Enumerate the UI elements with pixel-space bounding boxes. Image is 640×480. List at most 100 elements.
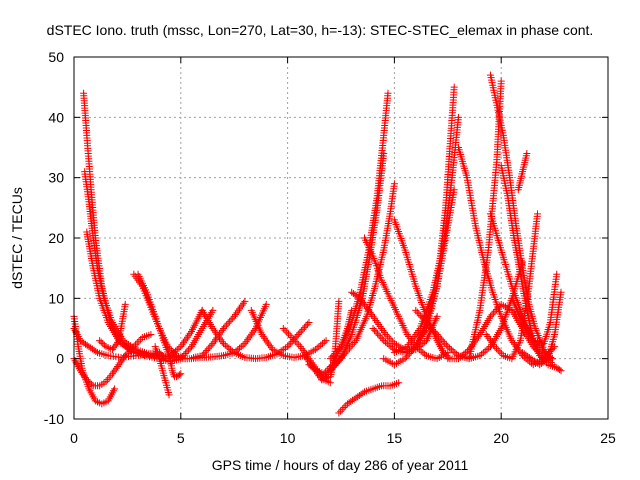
x-tick-label: 5 [177, 430, 185, 446]
x-axis-label: GPS time / hours of day 286 of year 2011 [212, 457, 469, 473]
series-trace [424, 320, 440, 337]
series-trace [152, 315, 167, 342]
data-point [450, 186, 458, 194]
series-trace [464, 176, 479, 227]
data-point [454, 113, 462, 121]
series-trace [349, 290, 362, 301]
series-10 [96, 300, 129, 354]
y-tick-label: 40 [48, 109, 64, 125]
series-trace [96, 349, 110, 359]
x-tick-label: 25 [600, 430, 616, 446]
series-trace [382, 338, 397, 352]
series-trace [546, 362, 559, 371]
data-point [294, 331, 302, 339]
series-trace [200, 341, 215, 358]
series-trace [156, 357, 166, 372]
series-trace [520, 350, 533, 361]
series-trace [433, 206, 449, 288]
series-trace [296, 320, 311, 337]
series-trace [441, 350, 452, 361]
series-trace [520, 321, 536, 343]
series-trace [498, 164, 511, 197]
series-trace [169, 369, 178, 379]
series-trace [81, 170, 93, 203]
series-trace [413, 285, 430, 318]
series-trace [91, 382, 101, 390]
series-trace [80, 92, 91, 137]
series-trace [132, 335, 145, 349]
data-point [390, 180, 398, 188]
series-trace [307, 362, 320, 373]
series-trace [264, 351, 279, 361]
series-trace [513, 224, 526, 270]
series-trace [487, 212, 504, 252]
series-9 [151, 343, 173, 399]
x-tick-label: 20 [493, 430, 509, 446]
chart-title: dSTEC Iono. truth (mssc, Lon=270, Lat=30… [47, 22, 594, 38]
data-point [121, 300, 129, 308]
data-point [335, 297, 343, 305]
series-trace [78, 338, 91, 349]
data-point [322, 337, 330, 345]
series-trace [110, 363, 122, 376]
series-trace [115, 303, 129, 342]
series-trace [403, 344, 418, 355]
series-trace [541, 321, 554, 345]
axis-ticks: 0 5 10 15 20 25 -10 0 10 20 30 40 50 [44, 49, 616, 446]
series-trace [338, 321, 355, 348]
series-trace [413, 327, 429, 349]
series-trace [254, 354, 268, 362]
data-point [177, 370, 185, 378]
series-trace [384, 332, 397, 346]
series-trace [477, 314, 493, 336]
y-axis-label: dSTEC / TECUs [9, 187, 25, 289]
series-trace [94, 398, 104, 407]
series-trace [499, 302, 514, 313]
data-point [450, 83, 458, 91]
data-point [401, 355, 409, 363]
series-trace [510, 236, 524, 276]
series-trace [358, 296, 371, 312]
series-trace [476, 249, 492, 312]
series-trace [242, 326, 258, 346]
series-trace [110, 338, 122, 352]
series-trace [337, 402, 350, 415]
series-trace [221, 341, 236, 355]
data-point [380, 337, 388, 345]
series-trace [141, 331, 153, 341]
y-tick-label: -10 [44, 411, 64, 427]
data-point [454, 355, 462, 363]
series-trace [86, 387, 98, 403]
series-trace [192, 352, 204, 361]
data-point [165, 391, 173, 399]
series-trace [396, 315, 410, 336]
data-point [553, 270, 561, 278]
series-trace [320, 369, 333, 382]
series-trace [83, 230, 97, 270]
series-trace [232, 350, 247, 360]
data-point [209, 306, 217, 314]
y-tick-label: 10 [48, 290, 64, 306]
series-trace [104, 372, 115, 384]
data-point [96, 337, 104, 345]
data-point [412, 306, 420, 314]
y-tick-label: 0 [56, 351, 64, 367]
series-trace [494, 104, 507, 137]
series-trace [455, 146, 470, 179]
series-trace [348, 297, 366, 336]
series-trace [493, 344, 506, 358]
data-point [523, 150, 531, 158]
series-trace [526, 303, 539, 330]
series-trace [388, 380, 400, 389]
series-trace [328, 344, 343, 361]
series-23 [326, 89, 392, 363]
series-trace [316, 368, 326, 377]
series-trace [380, 212, 394, 252]
series-trace [168, 344, 183, 358]
data-point [220, 325, 228, 332]
series-trace [487, 74, 500, 107]
series-trace [435, 332, 450, 349]
series-trace [370, 255, 385, 282]
data-point [318, 376, 326, 384]
